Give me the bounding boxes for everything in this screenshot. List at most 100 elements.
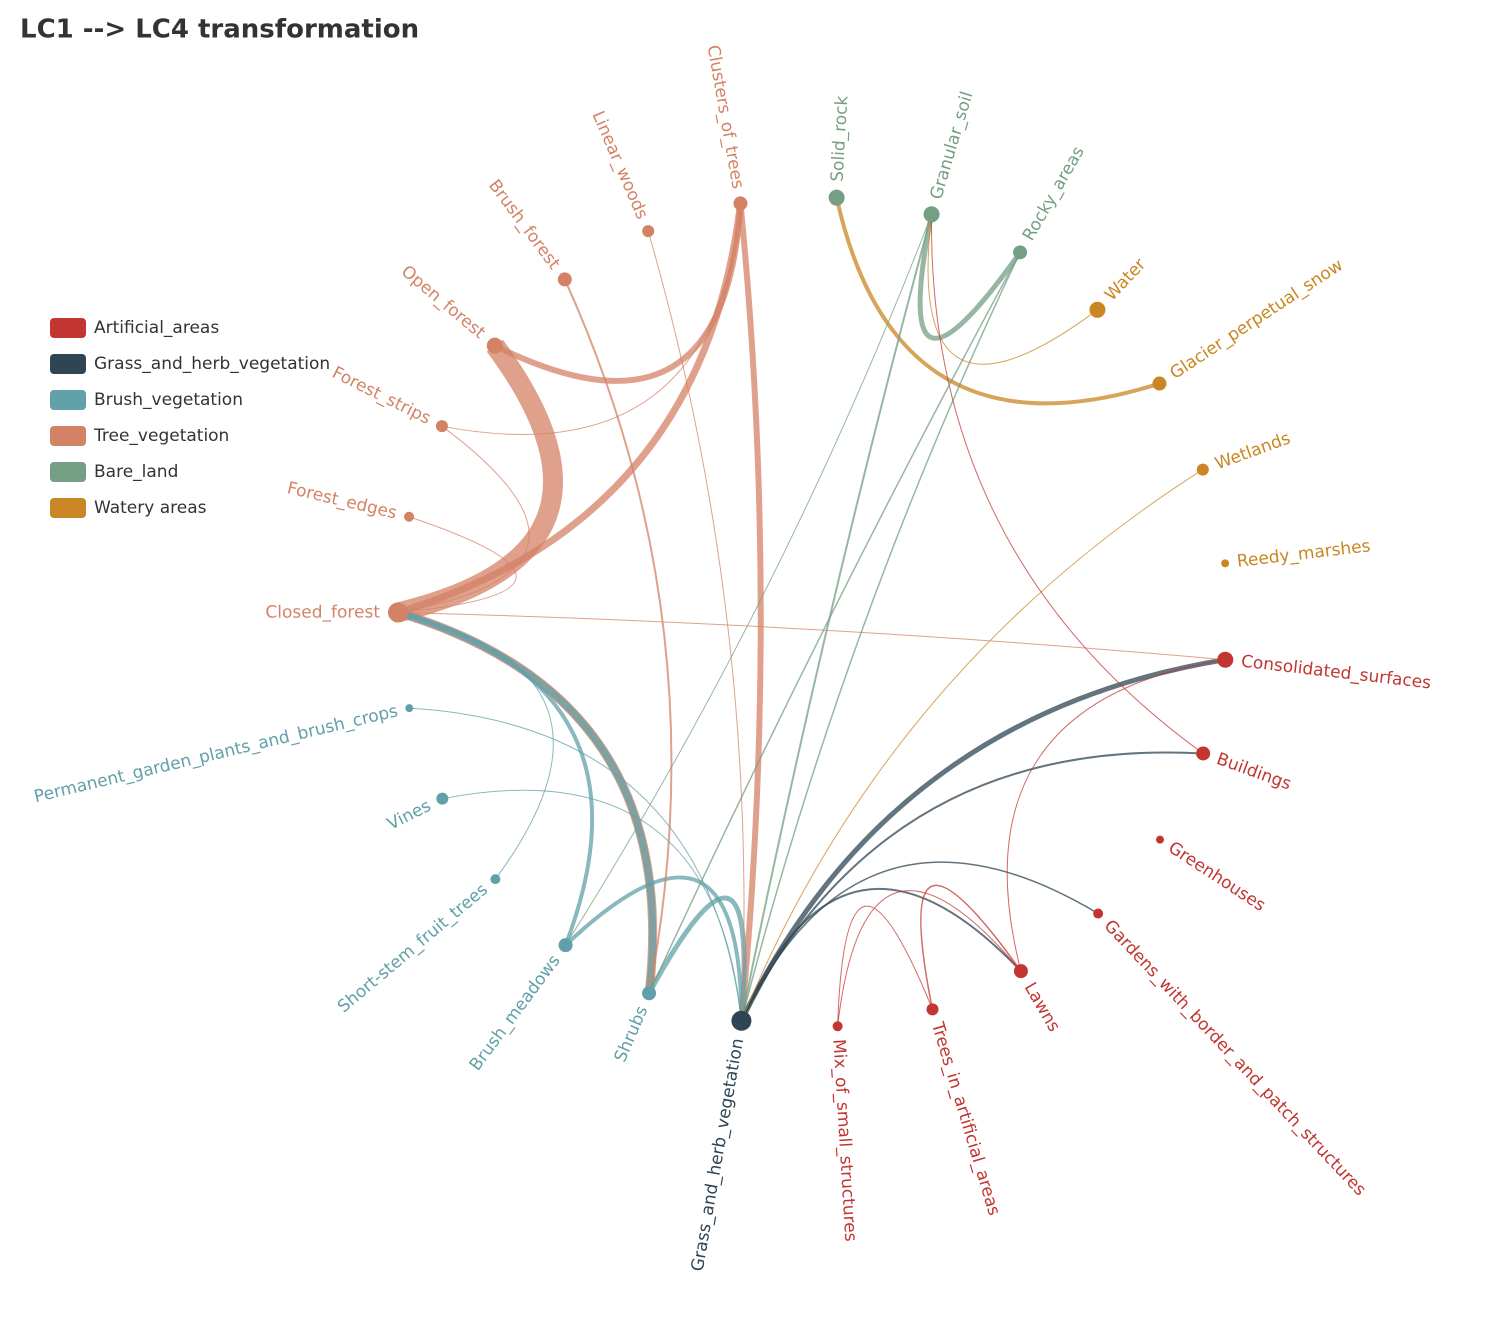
legend-label[interactable]: Bare_land <box>94 462 178 482</box>
legend-swatch[interactable] <box>50 318 86 338</box>
link <box>646 895 747 1021</box>
node[interactable] <box>828 189 845 206</box>
node-label: Lawns <box>1020 979 1064 1035</box>
link <box>397 516 517 613</box>
link <box>648 252 1021 994</box>
node-label: Gardens_with_border_and_patch_structures <box>1100 916 1370 1200</box>
link <box>1006 659 1226 972</box>
node[interactable] <box>1013 245 1028 260</box>
link <box>920 884 1022 1010</box>
node-label: Permanent_garden_plants_and_brush_crops <box>32 701 400 807</box>
legend-label[interactable]: Artificial_areas <box>94 318 219 338</box>
node-label: Linear_woods <box>587 108 651 222</box>
node-label: Greenhouses <box>1165 838 1269 916</box>
node-label: Forest_strips <box>329 363 434 429</box>
link <box>740 469 1204 1021</box>
node[interactable] <box>436 792 449 805</box>
legend-label[interactable]: Watery areas <box>94 498 207 518</box>
node-label: Short-stem_fruit_trees <box>334 880 492 1017</box>
node[interactable] <box>404 511 415 522</box>
legend-label[interactable]: Tree_vegetation <box>93 426 229 446</box>
node[interactable] <box>1196 463 1209 476</box>
legend-swatch[interactable] <box>50 390 86 410</box>
link <box>395 339 563 623</box>
node[interactable] <box>486 337 503 354</box>
legend-swatch[interactable] <box>50 498 86 518</box>
link <box>740 887 1022 1022</box>
node[interactable] <box>1152 376 1167 391</box>
node[interactable] <box>923 206 940 223</box>
links <box>395 197 1226 1027</box>
node-label: Consolidated_surfaces <box>1240 652 1432 694</box>
link <box>397 425 530 613</box>
node-label: Solid_rock <box>828 95 853 182</box>
node-label: Wetlands <box>1213 428 1294 474</box>
node-label: Grass_and_herb_vegetation <box>688 1037 748 1273</box>
link <box>565 214 933 946</box>
node[interactable] <box>1196 746 1211 761</box>
legend-swatch[interactable] <box>50 462 86 482</box>
node[interactable] <box>1013 964 1028 979</box>
node-label: Closed_forest <box>265 603 380 623</box>
node[interactable] <box>1155 835 1164 844</box>
link <box>740 751 1204 1022</box>
node[interactable] <box>388 602 409 623</box>
link <box>737 203 764 1022</box>
node-label: Vines <box>384 796 434 835</box>
link <box>563 278 673 994</box>
link <box>564 875 744 1021</box>
node[interactable] <box>435 420 448 433</box>
node-label: Water <box>1101 255 1150 305</box>
node[interactable] <box>926 1003 939 1016</box>
node[interactable] <box>1217 651 1234 668</box>
legend-swatch[interactable] <box>50 426 86 446</box>
link <box>740 861 1099 1022</box>
node-label: Rocky_areas <box>1019 143 1089 244</box>
node[interactable] <box>642 225 655 238</box>
node[interactable] <box>832 1021 843 1032</box>
link <box>837 905 933 1027</box>
link <box>647 230 745 1021</box>
node[interactable] <box>558 938 573 953</box>
node-label: Brush_meadows <box>466 951 565 1075</box>
node-label: Glacier_perpetual_snow <box>1166 255 1346 383</box>
node[interactable] <box>733 196 748 211</box>
node-label: Mix_of_small_structures <box>828 1039 860 1243</box>
node[interactable] <box>1089 301 1106 318</box>
node[interactable] <box>642 986 657 1001</box>
node[interactable] <box>731 1010 752 1031</box>
node-label: Trees_in_artificial_areas <box>927 1019 1004 1218</box>
link <box>442 789 742 1021</box>
legend: Artificial_areas Grass_and_herb_vegetatio… <box>50 318 330 518</box>
node-label: Brush_forest <box>484 176 564 274</box>
legend-label[interactable]: Brush_vegetation <box>94 390 243 410</box>
node-label: Granular_soil <box>927 89 978 202</box>
link <box>397 610 595 946</box>
link <box>396 202 744 616</box>
node-label: Reedy_marshes <box>1236 536 1372 572</box>
node[interactable] <box>490 874 501 885</box>
link <box>397 611 1226 661</box>
link <box>927 214 1098 365</box>
node-label: Forest_edges <box>285 478 399 523</box>
nodes: Consolidated_surfaces Buildings Greenhouse… <box>32 43 1432 1272</box>
node[interactable] <box>557 272 572 287</box>
node-label: Open_forest <box>397 262 489 344</box>
link <box>397 611 554 880</box>
link <box>740 252 1021 1021</box>
node[interactable] <box>405 704 414 713</box>
link <box>837 890 1022 1027</box>
chart-title: LC1 --> LC4 transformation <box>20 15 419 45</box>
node[interactable] <box>1221 559 1230 568</box>
link <box>917 213 1023 341</box>
node[interactable] <box>1093 908 1104 919</box>
link <box>409 707 742 1021</box>
node-label: Shrubs <box>611 1003 653 1065</box>
node-label: Buildings <box>1214 749 1294 794</box>
link <box>931 214 1204 754</box>
legend-swatch[interactable] <box>50 354 86 374</box>
legend-label[interactable]: Grass_and_herb_vegetation <box>94 354 330 374</box>
node-label: Clusters_of_trees <box>703 43 748 190</box>
link <box>441 203 741 435</box>
